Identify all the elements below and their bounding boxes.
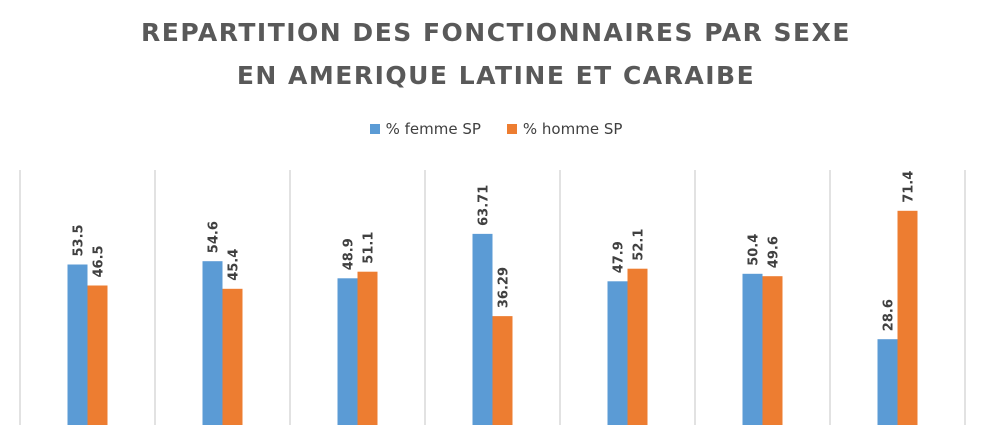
legend-swatch-femme	[369, 124, 380, 134]
bar-homme	[627, 268, 648, 425]
legend-item-homme: % homme SP	[506, 120, 623, 138]
data-label: 36.29	[497, 267, 512, 308]
bar-femme	[742, 273, 763, 425]
bar-femme	[607, 281, 628, 425]
bar-homme	[492, 316, 513, 425]
data-label: 48.9	[342, 238, 357, 270]
data-label: 28.6	[882, 299, 897, 331]
data-label: 46.5	[92, 245, 107, 277]
chart-title: REPARTITION DES FONCTIONNAIRES PAR SEXE	[141, 18, 851, 47]
legend: % femme SP % homme SP	[0, 120, 992, 138]
bar-femme	[67, 264, 88, 425]
bar-femme	[202, 261, 223, 425]
bar-homme	[87, 285, 108, 425]
bar-femme	[877, 339, 898, 425]
bar-femme	[337, 278, 358, 425]
data-label: 53.5	[72, 224, 87, 256]
chart-subtitle: EN AMERIQUE LATINE ET CARAIBE	[236, 61, 756, 90]
legend-label-femme: % femme SP	[385, 120, 481, 138]
legend-swatch-homme	[506, 124, 517, 134]
bar-homme	[357, 271, 378, 425]
data-label: 50.4	[747, 234, 762, 266]
data-label: 52.1	[632, 229, 647, 261]
data-label: 63.71	[477, 185, 492, 226]
bar-femme	[472, 233, 493, 425]
bar-homme	[897, 210, 918, 425]
data-label: 45.4	[227, 249, 242, 281]
data-label: 71.4	[902, 171, 917, 203]
data-label: 54.6	[207, 221, 222, 253]
data-label: 51.1	[362, 232, 377, 264]
legend-label-homme: % homme SP	[522, 120, 623, 138]
bar-homme	[222, 288, 243, 425]
legend-item-femme: % femme SP	[369, 120, 481, 138]
data-label: 47.9	[612, 241, 627, 273]
bar-homme	[762, 276, 783, 425]
data-label: 49.6	[767, 236, 782, 268]
